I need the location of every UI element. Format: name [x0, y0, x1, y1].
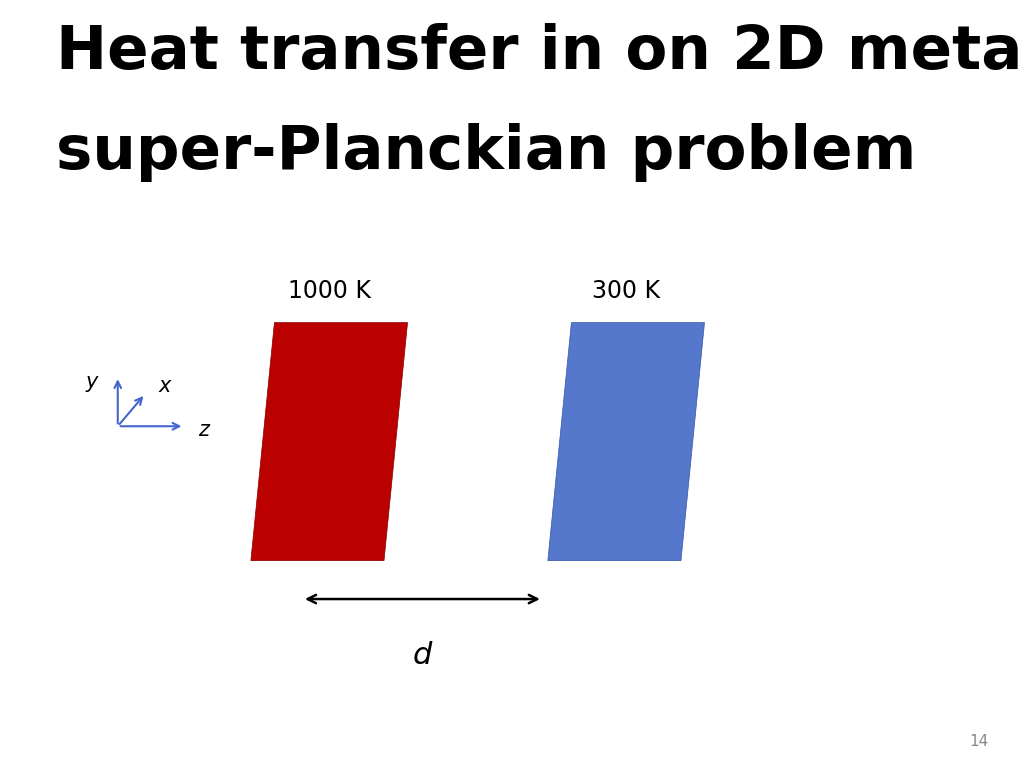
Text: super-Planckian problem: super-Planckian problem [56, 123, 916, 182]
Text: 300 K: 300 K [592, 280, 660, 303]
Text: $d$: $d$ [413, 641, 433, 670]
Text: Heat transfer in on 2D metals,: Heat transfer in on 2D metals, [56, 23, 1024, 82]
Text: 1000 K: 1000 K [288, 280, 371, 303]
Text: $z$: $z$ [198, 420, 212, 440]
Polygon shape [548, 323, 705, 561]
Text: 14: 14 [969, 733, 988, 749]
Polygon shape [251, 323, 408, 561]
Text: $y$: $y$ [85, 374, 99, 394]
Text: $x$: $x$ [158, 376, 173, 396]
